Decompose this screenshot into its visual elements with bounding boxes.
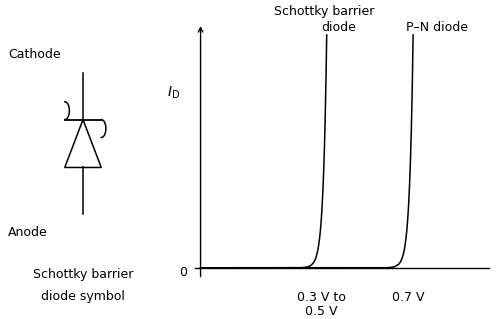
- Text: 0.5 V: 0.5 V: [305, 305, 338, 318]
- Text: Cathode: Cathode: [8, 48, 61, 61]
- Text: Schottky barrier: Schottky barrier: [274, 5, 375, 18]
- Text: 0: 0: [179, 266, 187, 279]
- Text: diode: diode: [321, 21, 356, 34]
- Text: 0.3 V to: 0.3 V to: [297, 291, 346, 304]
- Text: Schottky barrier: Schottky barrier: [33, 268, 133, 281]
- Text: $I_\mathrm{D}$: $I_\mathrm{D}$: [166, 85, 180, 101]
- Text: P–N diode: P–N diode: [406, 21, 468, 34]
- Text: diode symbol: diode symbol: [41, 290, 125, 303]
- Text: Anode: Anode: [8, 226, 48, 239]
- Text: 0.7 V: 0.7 V: [392, 291, 424, 304]
